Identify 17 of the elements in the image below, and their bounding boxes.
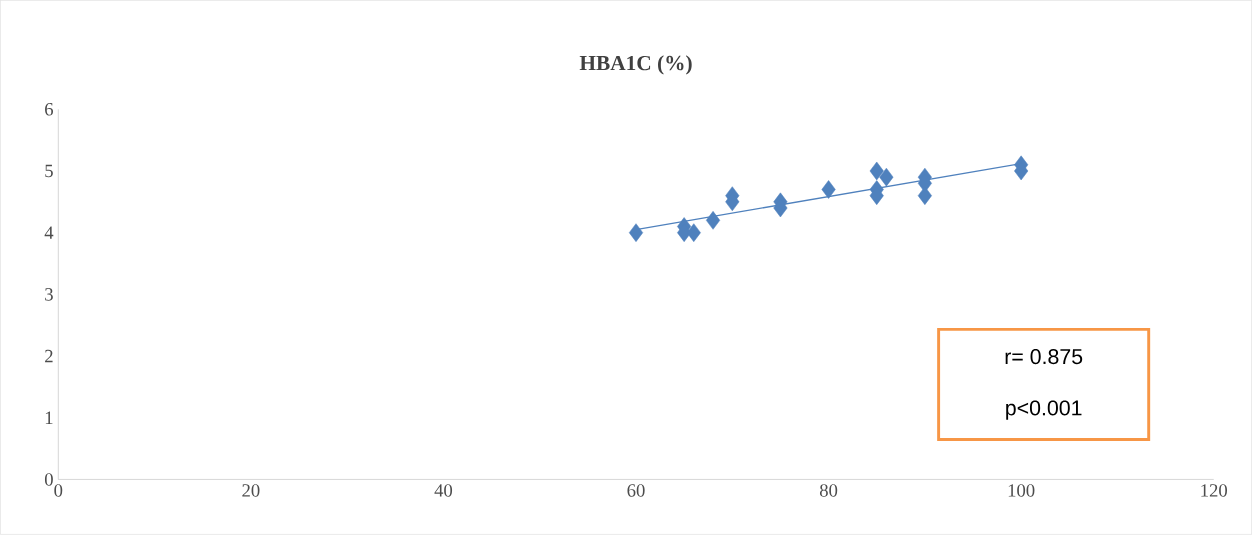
y-tick-label: 0	[44, 473, 53, 486]
y-tick-label: 3	[45, 288, 53, 301]
annotation: r= 0.875	[1005, 349, 1083, 365]
y-tick-label: 1	[45, 411, 53, 425]
x-tick-label: 40	[434, 484, 453, 497]
x-tick-label: 60	[627, 484, 645, 497]
annotation: p<0.001	[1006, 400, 1082, 420]
y-tick-label: 4	[44, 226, 54, 239]
x-tick-label: 20	[242, 484, 260, 497]
y-tick-label: 6	[45, 103, 54, 116]
y-tick-label: 5	[45, 164, 53, 178]
x-tick-label: 0	[54, 484, 63, 497]
chart-title: HBA1C (%)	[579, 55, 692, 75]
x-tick-label: 80	[819, 484, 838, 497]
y-tick-label: 2	[45, 350, 53, 363]
x-tick-label: 100	[1008, 484, 1035, 497]
x-tick-label: 120	[1201, 484, 1228, 497]
